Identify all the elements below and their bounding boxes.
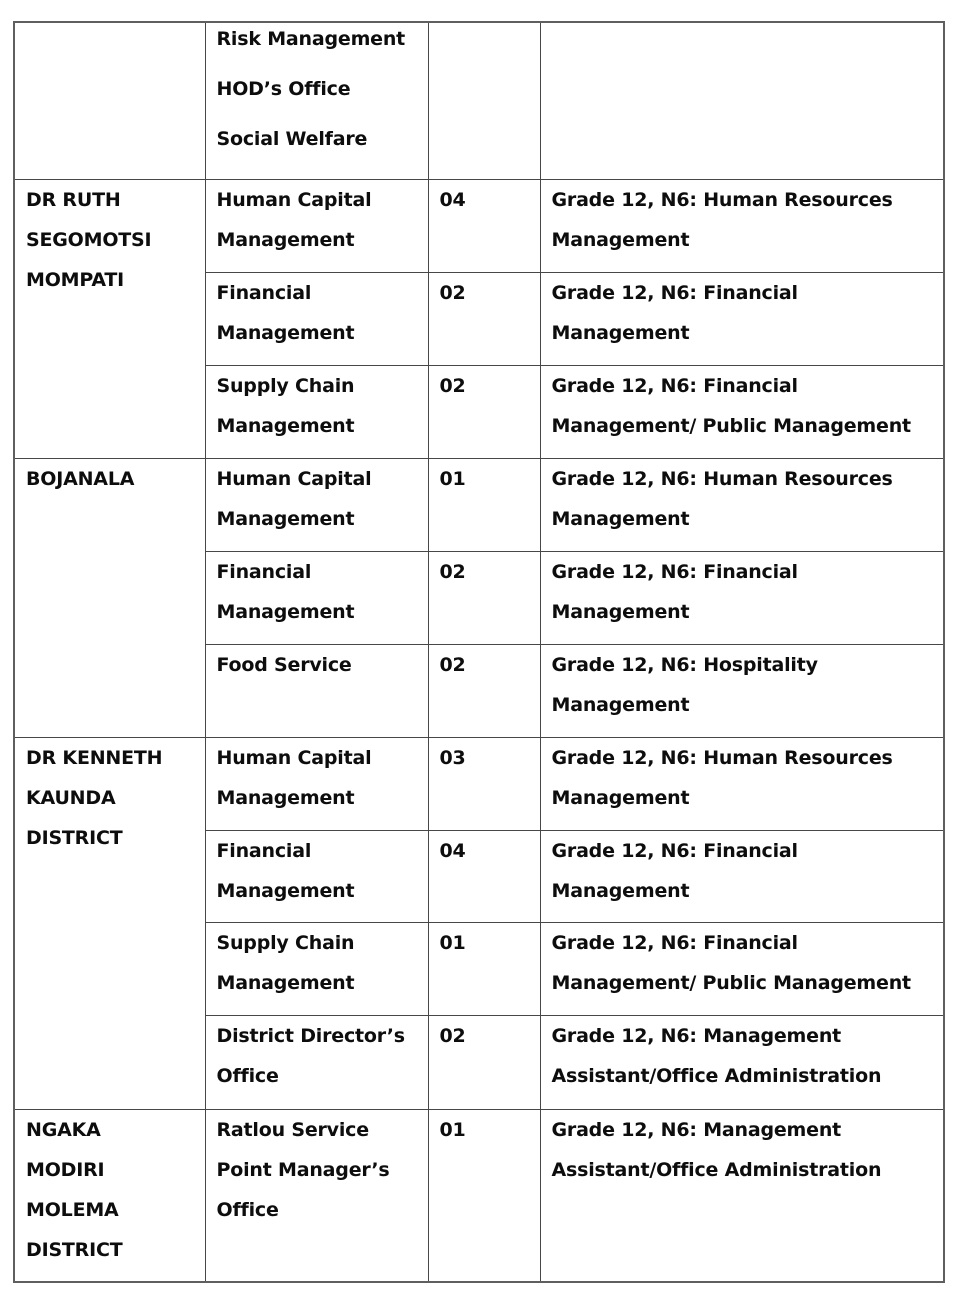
requirements-text: Grade 12, N6: Human Resources Management <box>551 467 893 530</box>
unit-text: Human Capital Management <box>216 467 372 530</box>
cell-unit: Human Capital Management <box>204 457 429 552</box>
table-row: Financial Management 02 Grade 12, N6: Fi… <box>14 550 945 645</box>
cell-posts <box>427 21 541 180</box>
requirements-text: Grade 12, N6: Financial Management <box>551 560 799 623</box>
cell-unit: Supply Chain Management <box>204 364 429 459</box>
cell-unit: Human Capital Management <box>204 178 429 273</box>
district-text: NGAKA MODIRI MOLEMA DISTRICT <box>26 1118 123 1261</box>
table-row: NGAKA MODIRI MOLEMA DISTRICT Ratlou Serv… <box>13 1108 945 1283</box>
cell-district: NGAKA MODIRI MOLEMA DISTRICT <box>13 1108 206 1283</box>
cell-unit: District Director’s Office <box>204 1014 429 1110</box>
cell-district <box>13 21 206 180</box>
district-text: BOJANALA <box>26 467 135 490</box>
cell-requirements: Grade 12, N6: Hospitality Management <box>539 643 945 738</box>
cell-unit: Risk Management HOD’s Office Social Welf… <box>204 21 429 180</box>
posts-text: 01 <box>439 1118 466 1141</box>
unit-text: Supply Chain Management <box>216 374 355 437</box>
posts-text: 02 <box>439 653 466 676</box>
cell-requirements: Grade 12, N6: Human Resources Management <box>539 736 945 831</box>
unit-text: Human Capital Management <box>216 188 372 251</box>
table-row: Food Service 02 Grade 12, N6: Hospitalit… <box>14 643 945 738</box>
unit-text: Risk Management HOD’s Office Social Welf… <box>216 28 406 150</box>
posts-text: 01 <box>439 467 466 490</box>
table-row: DR RUTH SEGOMOTSI MOMPATI Human Capital … <box>13 178 945 459</box>
cell-posts: 02 <box>427 364 541 459</box>
posts-text: 04 <box>439 188 466 211</box>
cell-requirements: Grade 12, N6: Financial Management/ Publ… <box>539 364 945 459</box>
cell-district: BOJANALA <box>13 457 206 738</box>
requirements-text: Grade 12, N6: Financial Management <box>551 281 799 344</box>
table-row: Financial Management 02 Grade 12, N6: Fi… <box>14 271 945 366</box>
cell-requirements: Grade 12, N6: Management Assistant/Offic… <box>539 1108 945 1283</box>
table-row: Risk Management HOD’s Office Social Welf… <box>13 21 945 180</box>
unit-text: Financial Management <box>216 839 355 902</box>
cell-posts: 01 <box>427 1108 541 1283</box>
cell-district: DR KENNETH KAUNDA DISTRICT <box>13 736 206 1110</box>
unit-text: Human Capital Management <box>216 746 372 809</box>
cell-posts: 03 <box>427 736 541 831</box>
cell-posts: 04 <box>427 829 541 923</box>
vacancies-table: Risk Management HOD’s Office Social Welf… <box>13 21 945 1283</box>
cell-posts: 02 <box>427 550 541 645</box>
table-row: DR KENNETH KAUNDA DISTRICT Human Capital… <box>13 736 945 1110</box>
table-row: BOJANALA Human Capital Management 01 Gra… <box>13 457 945 738</box>
requirements-text: Grade 12, N6: Management Assistant/Offic… <box>551 1118 882 1181</box>
table-row: Supply Chain Management 02 Grade 12, N6:… <box>14 364 945 459</box>
cell-posts: 02 <box>427 271 541 366</box>
table-row: Financial Management 04 Grade 12, N6: Fi… <box>14 829 945 923</box>
requirements-text: Grade 12, N6: Human Resources Management <box>551 746 893 809</box>
unit-text: Ratlou Service Point Manager’s Office <box>216 1118 390 1221</box>
cell-requirements: Grade 12, N6: Management Assistant/Offic… <box>539 1014 945 1110</box>
requirements-text: Grade 12, N6: Financial Management/ Publ… <box>551 931 912 994</box>
table-row: Supply Chain Management 01 Grade 12, N6:… <box>14 921 945 1016</box>
cell-posts: 02 <box>427 643 541 738</box>
cell-posts: 01 <box>427 921 541 1016</box>
cell-requirements: Grade 12, N6: Human Resources Management <box>539 457 945 552</box>
cell-requirements: Grade 12, N6: Financial Management <box>539 550 945 645</box>
cell-unit: Food Service <box>204 643 429 738</box>
unit-text: Supply Chain Management <box>216 931 355 994</box>
district-text: DR KENNETH KAUNDA DISTRICT <box>26 746 163 849</box>
requirements-text: Grade 12, N6: Human Resources Management <box>551 188 893 251</box>
cell-posts: 02 <box>427 1014 541 1110</box>
posts-text: 01 <box>439 931 466 954</box>
table-row: District Director’s Office 02 Grade 12, … <box>14 1014 945 1110</box>
cell-posts: 01 <box>427 457 541 552</box>
cell-requirements <box>539 21 945 180</box>
posts-text: 02 <box>439 374 466 397</box>
unit-text: District Director’s Office <box>216 1024 406 1087</box>
cell-posts: 04 <box>427 178 541 273</box>
posts-text: 04 <box>439 839 466 862</box>
cell-requirements: Grade 12, N6: Human Resources Management <box>539 178 945 273</box>
cell-unit: Human Capital Management <box>204 736 429 831</box>
cell-requirements: Grade 12, N6: Financial Management <box>539 829 945 923</box>
unit-text: Financial Management <box>216 281 355 344</box>
cell-unit: Supply Chain Management <box>204 921 429 1016</box>
unit-text: Food Service <box>216 653 352 676</box>
cell-requirements: Grade 12, N6: Financial Management <box>539 271 945 366</box>
requirements-text: Grade 12, N6: Financial Management <box>551 839 799 902</box>
unit-text: Financial Management <box>216 560 355 623</box>
posts-text: 03 <box>439 746 466 769</box>
cell-district: DR RUTH SEGOMOTSI MOMPATI <box>13 178 206 459</box>
cell-requirements: Grade 12, N6: Financial Management/ Publ… <box>539 921 945 1016</box>
requirements-text: Grade 12, N6: Hospitality Management <box>551 653 818 716</box>
posts-text: 02 <box>439 281 466 304</box>
requirements-text: Grade 12, N6: Financial Management/ Publ… <box>551 374 912 437</box>
posts-text: 02 <box>439 1024 466 1047</box>
district-text: DR RUTH SEGOMOTSI MOMPATI <box>26 188 152 291</box>
cell-unit: Ratlou Service Point Manager’s Office <box>204 1108 429 1283</box>
requirements-text: Grade 12, N6: Management Assistant/Offic… <box>551 1024 882 1087</box>
posts-text: 02 <box>439 560 466 583</box>
cell-unit: Financial Management <box>204 271 429 366</box>
cell-unit: Financial Management <box>204 829 429 923</box>
cell-unit: Financial Management <box>204 550 429 645</box>
